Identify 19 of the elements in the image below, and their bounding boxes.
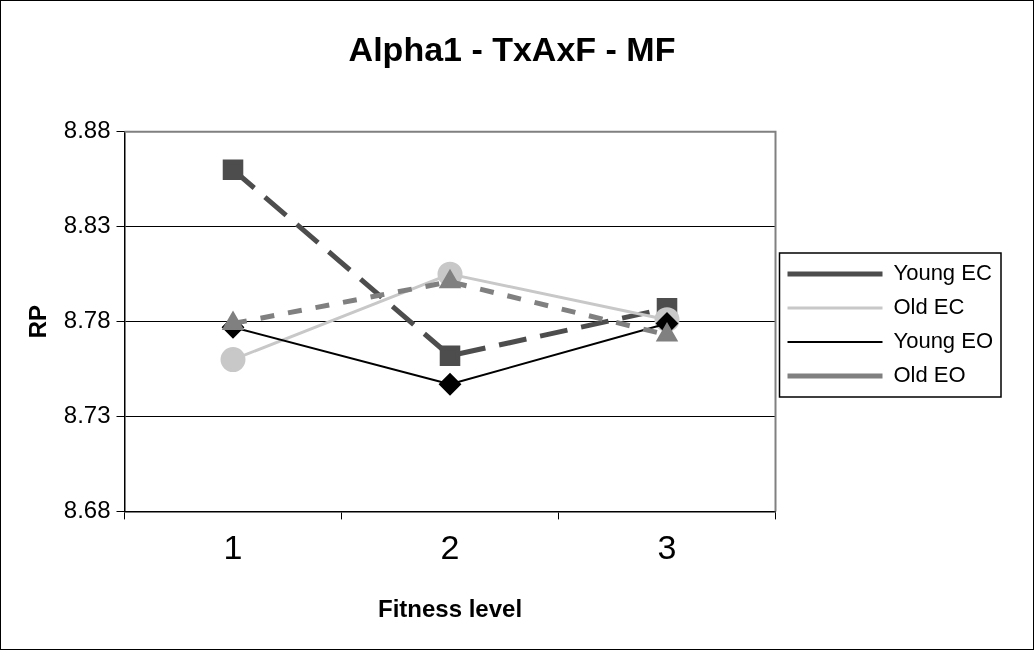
legend-label: Young EO [893,328,994,354]
y-tick-label: 8.73 [63,401,111,429]
legend-label: Old EC [893,294,965,320]
chart-title: Alpha1 - TxAxF - MF [348,29,676,68]
legend-label: Young EC [893,260,992,286]
legend-label: Old EO [893,362,966,388]
y-tick-label: 8.88 [63,116,111,144]
x-tick-label: 2 [440,528,460,567]
y-tick-label: 8.83 [63,211,111,239]
point [439,345,461,367]
x-tick-label: 3 [657,528,677,567]
y-tick-label: 8.78 [63,306,111,334]
x-axis-title: Fitness level [377,595,523,623]
point [222,159,244,181]
y-axis-title: RP [24,304,52,339]
x-tick-label: 1 [223,528,243,567]
point [439,373,462,396]
y-tick-label: 8.68 [63,496,111,524]
point [220,347,246,373]
